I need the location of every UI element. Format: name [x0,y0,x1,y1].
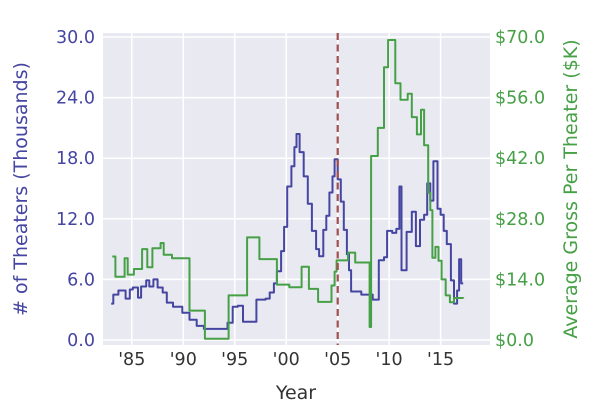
y-left-tick-label: 12.0 [56,210,95,230]
y-right-tick-label: $28.0 [495,210,545,230]
avg-gross-step-line [112,39,465,340]
theaters-step-line [111,133,464,330]
y-left-tick-label: 18.0 [56,149,95,169]
x-tick-label: '95 [221,350,248,370]
right-axis-title: Average Gross Per Theater ($K) [560,39,582,339]
x-axis-title: Year [275,382,317,404]
y-left-tick-label: 24.0 [56,89,95,109]
y-right-tick-label: $0.0 [495,331,534,351]
x-tick-label: '00 [273,350,300,370]
plot-background [103,33,490,345]
y-left-tick-label: 0.0 [67,331,95,351]
x-tick-label: '15 [427,350,454,370]
x-tick-label: '90 [170,350,197,370]
x-tick-label: '85 [118,350,145,370]
y-right-tick-label: $70.0 [495,28,545,48]
y-left-tick-label: 30.0 [56,28,95,48]
y-right-tick-label: $42.0 [495,149,545,169]
y-left-tick-label: 6.0 [67,270,95,290]
left-axis-title: # of Theaters (Thousands) [10,62,32,316]
x-tick-label: '05 [324,350,351,370]
x-tick-label: '10 [376,350,403,370]
y-right-tick-label: $14.0 [495,270,545,290]
y-right-tick-label: $56.0 [495,89,545,109]
